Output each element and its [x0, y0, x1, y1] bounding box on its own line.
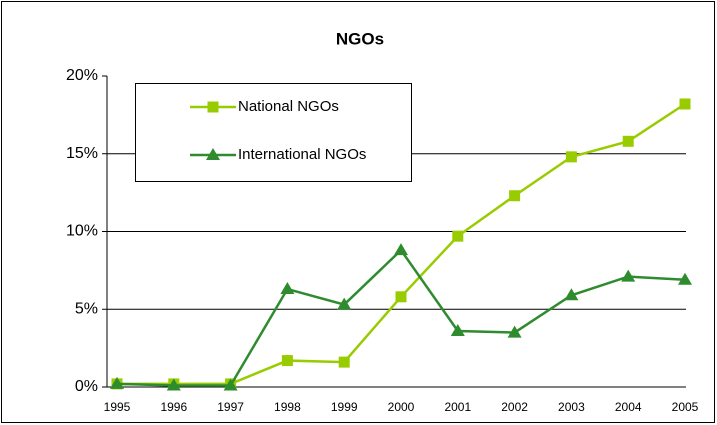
marker — [452, 230, 464, 242]
chart-title: NGOs — [336, 29, 384, 48]
x-tick-label: 1997 — [217, 400, 244, 414]
marker — [280, 282, 295, 295]
marker — [394, 243, 408, 256]
x-tick-label: 2002 — [501, 400, 528, 414]
y-tick-label: 10% — [66, 223, 98, 240]
marker — [207, 101, 219, 113]
marker — [223, 378, 238, 391]
x-tick-label: 2005 — [672, 400, 699, 414]
marker — [564, 288, 579, 301]
marker — [166, 378, 181, 391]
marker — [337, 297, 352, 310]
marker — [338, 356, 350, 368]
y-tick-label: 0% — [75, 378, 98, 395]
marker — [281, 355, 293, 367]
marker — [622, 135, 634, 147]
y-tick-label: 20% — [66, 67, 98, 84]
marker — [509, 190, 521, 202]
y-tick-label: 15% — [66, 145, 98, 162]
legend: National NGOs International NGOs — [135, 83, 412, 182]
x-tick-label: 1996 — [160, 400, 187, 414]
marker — [679, 98, 691, 110]
x-tick-label: 2001 — [444, 400, 471, 414]
legend-label: National NGOs — [238, 98, 339, 115]
x-tick-label: 1995 — [104, 400, 131, 414]
x-tick-label: 2003 — [558, 400, 585, 414]
marker — [395, 291, 407, 303]
marker — [621, 269, 636, 282]
marker — [507, 325, 522, 338]
marker — [206, 148, 220, 160]
x-tick-label: 1999 — [331, 400, 358, 414]
marker — [450, 324, 465, 337]
marker — [678, 272, 692, 285]
x-tick-label: 2004 — [615, 400, 642, 414]
y-tick-label: 5% — [75, 300, 98, 317]
x-tick-label: 2000 — [388, 400, 415, 414]
marker — [110, 376, 124, 389]
x-tick-label: 1998 — [274, 400, 301, 414]
legend-box — [135, 83, 412, 182]
legend-label: International NGOs — [238, 146, 366, 163]
marker — [565, 151, 577, 163]
